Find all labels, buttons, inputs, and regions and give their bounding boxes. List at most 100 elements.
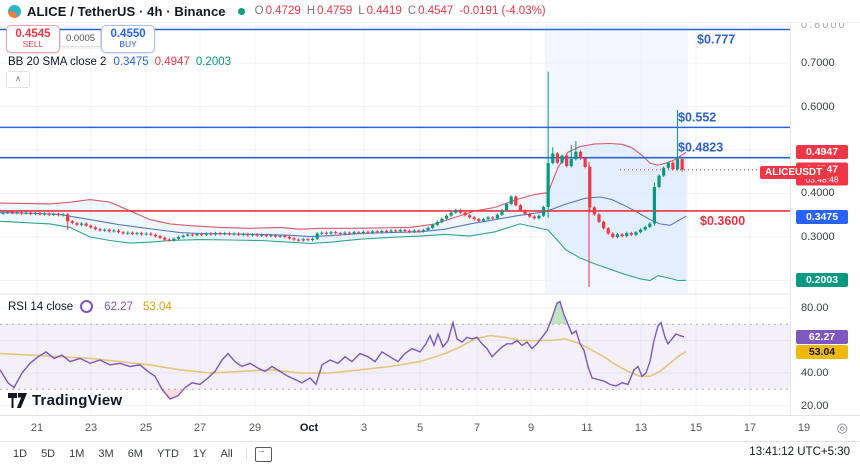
candle (260, 234, 264, 236)
clock[interactable]: 13:41:12 UTC+5:30 (749, 446, 850, 458)
candle (431, 224, 435, 228)
candle (301, 239, 305, 241)
candle (615, 234, 620, 237)
candle (675, 159, 680, 170)
range-button-1m[interactable]: 1M (69, 448, 85, 460)
time-tick: 9 (527, 422, 535, 434)
candle (657, 175, 661, 187)
range-button-6m[interactable]: 6M (127, 448, 143, 460)
candle (611, 233, 615, 237)
candle (666, 162, 670, 168)
candle (500, 210, 504, 215)
range-button-3m[interactable]: 3M (98, 448, 114, 460)
candle (172, 238, 176, 241)
candle (121, 232, 125, 234)
candle (38, 213, 42, 215)
candle (320, 232, 324, 234)
sell-price: 0.4545 (15, 28, 51, 40)
time-tick: 13 (634, 422, 648, 434)
tradingview-logo-icon (8, 393, 27, 408)
candle (384, 230, 389, 232)
time-tick: 19 (797, 422, 811, 434)
time-tick: 25 (139, 422, 153, 434)
candle (47, 213, 51, 215)
symbol-title[interactable]: ALICE / TetherUS · 4h · Binance (27, 3, 226, 19)
candle (24, 212, 28, 214)
candle (357, 232, 361, 234)
candle (292, 238, 296, 240)
candle (116, 230, 121, 233)
candle (130, 232, 134, 234)
chart-canvas[interactable]: $0.777 $0.552 $0.4823 $0.3600 (0, 22, 790, 415)
candle (269, 235, 273, 237)
candle (472, 217, 476, 220)
rsi-values: 62.27 53.04 (100, 301, 178, 313)
price-axis-label: 0.4000 (801, 187, 835, 199)
candle (315, 233, 319, 239)
price-level-label: $0.3600 (700, 214, 745, 228)
candle (310, 238, 315, 241)
tradingview-logo[interactable]: TradingView (8, 392, 122, 409)
rsi-value-0: 62.27 (104, 300, 133, 313)
bb-value-2: 0.2003 (195, 56, 232, 68)
axis-badge: 0.3475 (796, 210, 848, 224)
range-button-all[interactable]: All (220, 448, 233, 460)
time-tick: 23 (84, 422, 98, 434)
candle (126, 232, 130, 234)
candle (204, 233, 208, 235)
candle (56, 213, 61, 216)
candle (634, 232, 638, 235)
range-button-ytd[interactable]: YTD (156, 448, 179, 460)
bb-values: 0.3475 0.4947 0.2003 (113, 56, 237, 68)
price-axis-label: 0.6000 (801, 101, 835, 113)
rsi-legend[interactable]: RSI 14 close 62.27 53.04 (8, 300, 178, 313)
candle (186, 234, 190, 236)
rsi-oversold-fill (0, 389, 684, 399)
collapse-pane-button[interactable]: ∧ (6, 71, 30, 88)
candle (218, 233, 222, 235)
range-button-5d[interactable]: 5D (41, 448, 56, 460)
time-tick: 5 (416, 422, 424, 434)
buy-button[interactable]: 0.4550 BUY (101, 25, 156, 53)
range-button-1y[interactable]: 1Y (192, 448, 207, 460)
price-axis-label: 0.3000 (801, 231, 835, 243)
candle (555, 153, 559, 163)
candle (652, 186, 657, 224)
range-button-1d[interactable]: 1D (13, 448, 28, 460)
candlestick-series (1, 71, 684, 242)
candle (375, 231, 379, 233)
candle (504, 203, 509, 211)
candle (495, 214, 499, 219)
candle (528, 213, 532, 217)
candle (625, 233, 629, 237)
time-tick: 3 (360, 422, 368, 434)
candle (52, 213, 56, 215)
bb-legend[interactable]: BB 20 SMA close 2 0.3475 0.4947 0.2003 (8, 56, 237, 68)
candle (112, 230, 116, 232)
time-axis[interactable]: ◎ 21 23 25 27 29 Oct 3 5 7 9 11 13 15 17 19 (0, 415, 860, 442)
go-to-date-icon[interactable] (254, 445, 272, 462)
sell-button[interactable]: 0.4545 SELL (6, 25, 60, 53)
chevron-up-icon: ∧ (15, 74, 21, 83)
candle (560, 155, 564, 163)
candle (84, 223, 88, 226)
scroll-to-recent-icon[interactable]: ◎ (836, 420, 848, 435)
candle (537, 215, 541, 219)
bb-upper-line (0, 142, 687, 230)
time-tick: 27 (193, 422, 207, 434)
price-axis[interactable]: USDT ▾ 0.80000.70000.60000.40000.300080.… (790, 0, 860, 441)
candle (75, 223, 79, 225)
candle (509, 196, 513, 204)
candle (421, 230, 426, 232)
candle (227, 233, 231, 235)
price-axis-label: 0.7000 (801, 57, 835, 69)
candle (407, 230, 412, 232)
order-panel: 0.4545 SELL 0.0005 0.4550 BUY (6, 25, 156, 53)
candle (33, 213, 37, 215)
candle (412, 230, 416, 232)
candle (389, 230, 393, 232)
candle (287, 237, 292, 239)
candle (237, 233, 241, 235)
alice-token-logo-icon (8, 4, 21, 18)
candle (486, 217, 490, 220)
